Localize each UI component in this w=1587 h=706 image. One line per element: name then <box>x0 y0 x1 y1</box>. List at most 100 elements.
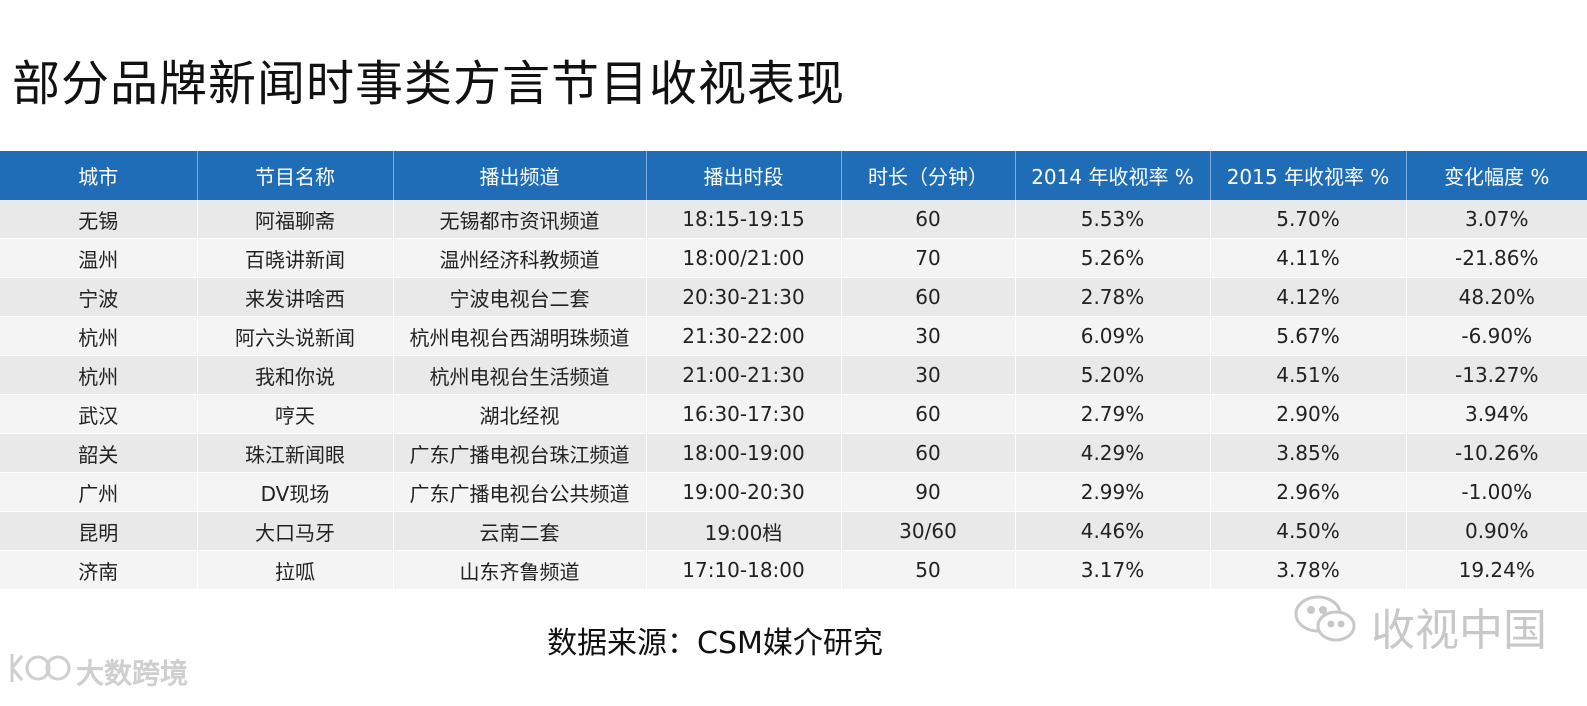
cell-duration: 60 <box>840 277 1015 317</box>
cell-change: 19.24% <box>1405 550 1587 590</box>
cell-change: 0.90% <box>1405 511 1587 551</box>
cell-timeslot: 17:10-18:00 <box>645 550 841 590</box>
cell-rating-2015: 4.12% <box>1209 277 1406 317</box>
cell-city: 韶关 <box>0 433 197 473</box>
cell-rating-2014: 3.17% <box>1014 550 1210 590</box>
table-row: 昆明 大口马牙 云南二套 19:00档 30/60 4.46% 4.50% 0.… <box>0 511 1587 551</box>
cell-city: 武汉 <box>0 394 197 434</box>
cell-city: 杭州 <box>0 316 197 356</box>
cell-rating-2014: 4.29% <box>1014 433 1210 473</box>
cell-change: -13.27% <box>1405 355 1587 395</box>
cell-timeslot: 18:00-19:00 <box>645 433 841 473</box>
cell-duration: 30 <box>840 316 1015 356</box>
cell-timeslot: 21:30-22:00 <box>645 316 841 356</box>
cell-change: -6.90% <box>1405 316 1587 356</box>
table-row: 韶关 珠江新闻眼 广东广播电视台珠江频道 18:00-19:00 60 4.29… <box>0 433 1587 473</box>
cell-city: 昆明 <box>0 511 197 551</box>
cell-city: 杭州 <box>0 355 197 395</box>
cell-timeslot: 16:30-17:30 <box>645 394 841 434</box>
cell-change: -21.86% <box>1405 238 1587 278</box>
header-change: 变化幅度 % <box>1405 151 1587 200</box>
table-row: 温州 百晓讲新闻 温州经济科教频道 18:00/21:00 70 5.26% 4… <box>0 238 1587 278</box>
cell-timeslot: 21:00-21:30 <box>645 355 841 395</box>
cell-city: 宁波 <box>0 277 197 317</box>
cell-city: 济南 <box>0 550 197 590</box>
cell-channel: 杭州电视台生活频道 <box>392 355 646 395</box>
header-channel: 播出频道 <box>392 151 646 200</box>
cell-timeslot: 20:30-21:30 <box>645 277 841 317</box>
cell-rating-2014: 2.78% <box>1014 277 1210 317</box>
cell-duration: 60 <box>840 433 1015 473</box>
cell-program: 阿福聊斋 <box>196 200 393 239</box>
cell-program: 大口马牙 <box>196 511 393 551</box>
cell-rating-2014: 4.46% <box>1014 511 1210 551</box>
cell-city: 广州 <box>0 472 197 512</box>
ratings-table: 城市 节目名称 播出频道 播出时段 时长（分钟） 2014 年收视率 % 201… <box>0 151 1587 590</box>
wechat-icon <box>1291 590 1361 661</box>
cell-rating-2015: 3.78% <box>1209 550 1406 590</box>
cell-program: 来发讲啥西 <box>196 277 393 317</box>
watermark-shoushi-zhongguo: 收视中国 <box>1291 590 1547 661</box>
header-city: 城市 <box>0 151 197 200</box>
cell-channel: 杭州电视台西湖明珠频道 <box>392 316 646 356</box>
table-row: 杭州 我和你说 杭州电视台生活频道 21:00-21:30 30 5.20% 4… <box>0 355 1587 395</box>
cell-duration: 60 <box>840 394 1015 434</box>
cell-rating-2015: 4.11% <box>1209 238 1406 278</box>
cell-rating-2015: 5.70% <box>1209 200 1406 239</box>
table-row: 广州 DV现场 广东广播电视台公共频道 19:00-20:30 90 2.99%… <box>0 472 1587 512</box>
cell-program: 哼天 <box>196 394 393 434</box>
cell-channel: 山东齐鲁频道 <box>392 550 646 590</box>
cell-city: 温州 <box>0 238 197 278</box>
table-header-row: 城市 节目名称 播出频道 播出时段 时长（分钟） 2014 年收视率 % 201… <box>0 151 1587 200</box>
cell-channel: 广东广播电视台公共频道 <box>392 472 646 512</box>
cell-duration: 70 <box>840 238 1015 278</box>
table-row: 无锡 阿福聊斋 无锡都市资讯频道 18:15-19:15 60 5.53% 5.… <box>0 200 1587 239</box>
header-timeslot: 播出时段 <box>645 151 841 200</box>
cell-rating-2014: 5.26% <box>1014 238 1210 278</box>
cell-duration: 30 <box>840 355 1015 395</box>
header-duration: 时长（分钟） <box>840 151 1015 200</box>
cell-duration: 60 <box>840 200 1015 239</box>
cell-channel: 温州经济科教频道 <box>392 238 646 278</box>
cell-change: 3.07% <box>1405 200 1587 239</box>
header-rating-2014: 2014 年收视率 % <box>1014 151 1210 200</box>
table-row: 宁波 来发讲啥西 宁波电视台二套 20:30-21:30 60 2.78% 4.… <box>0 277 1587 317</box>
cell-rating-2014: 5.53% <box>1014 200 1210 239</box>
cell-rating-2014: 5.20% <box>1014 355 1210 395</box>
cell-program: 阿六头说新闻 <box>196 316 393 356</box>
cell-timeslot: 18:15-19:15 <box>645 200 841 239</box>
cell-program: 拉呱 <box>196 550 393 590</box>
cell-rating-2015: 2.90% <box>1209 394 1406 434</box>
cell-rating-2015: 5.67% <box>1209 316 1406 356</box>
header-rating-2015: 2015 年收视率 % <box>1209 151 1406 200</box>
cell-duration: 50 <box>840 550 1015 590</box>
cell-rating-2014: 2.79% <box>1014 394 1210 434</box>
cell-change: -10.26% <box>1405 433 1587 473</box>
cell-program: DV现场 <box>196 472 393 512</box>
table-row: 杭州 阿六头说新闻 杭州电视台西湖明珠频道 21:30-22:00 30 6.0… <box>0 316 1587 356</box>
cell-timeslot: 18:00/21:00 <box>645 238 841 278</box>
header-program: 节目名称 <box>196 151 393 200</box>
cell-channel: 湖北经视 <box>392 394 646 434</box>
cell-program: 珠江新闻眼 <box>196 433 393 473</box>
cell-duration: 90 <box>840 472 1015 512</box>
table-row: 武汉 哼天 湖北经视 16:30-17:30 60 2.79% 2.90% 3.… <box>0 394 1587 434</box>
watermark-right-text: 收视中国 <box>1371 604 1547 656</box>
cell-rating-2015: 4.51% <box>1209 355 1406 395</box>
watermark-left-text: 大数跨境 <box>76 656 189 690</box>
cell-program: 我和你说 <box>196 355 393 395</box>
cell-rating-2014: 2.99% <box>1014 472 1210 512</box>
cell-duration: 30/60 <box>840 511 1015 551</box>
table-body: 无锡 阿福聊斋 无锡都市资讯频道 18:15-19:15 60 5.53% 5.… <box>0 200 1587 590</box>
cell-rating-2015: 2.96% <box>1209 472 1406 512</box>
cell-program: 百晓讲新闻 <box>196 238 393 278</box>
cell-rating-2015: 3.85% <box>1209 433 1406 473</box>
watermark-dashu-kuajing: 大数跨境 <box>6 648 188 695</box>
cell-channel: 广东广播电视台珠江频道 <box>392 433 646 473</box>
cell-change: -1.00% <box>1405 472 1587 512</box>
cell-channel: 宁波电视台二套 <box>392 277 646 317</box>
table-row: 济南 拉呱 山东齐鲁频道 17:10-18:00 50 3.17% 3.78% … <box>0 550 1587 590</box>
logo-icon <box>6 648 72 695</box>
data-source-note: 数据来源：CSM媒介研究 <box>547 626 883 661</box>
cell-change: 3.94% <box>1405 394 1587 434</box>
